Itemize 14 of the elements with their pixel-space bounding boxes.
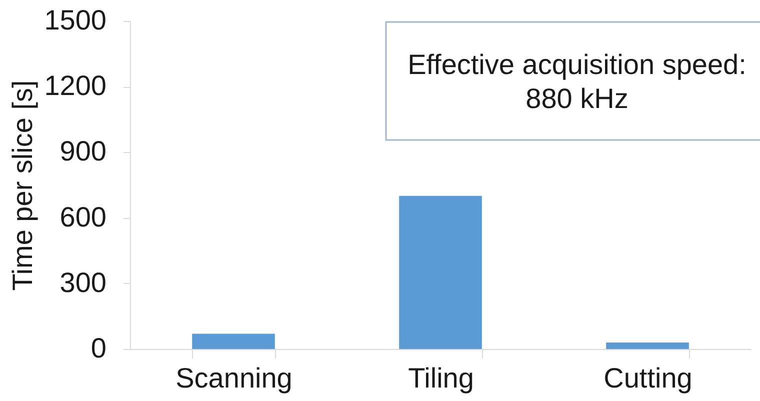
x-tick-label: Cutting [604,362,692,394]
y-tick-label: 600 [60,201,106,232]
y-tick-label: 300 [60,266,106,298]
y-tick-label: 0 [90,332,106,364]
y-tick-label: 1500 [44,4,106,36]
x-tick-label: Tiling [408,362,474,394]
x-tick-label: Scanning [176,362,292,394]
bar [192,334,275,349]
y-tick-label: 900 [60,136,106,167]
bar [606,342,689,349]
annotation: Effective acquisition speed: 880 kHz [408,49,746,114]
bar [399,196,482,349]
y-axis-title: Time per slice [s] [7,80,38,291]
y-tick-label: 1200 [44,70,106,102]
